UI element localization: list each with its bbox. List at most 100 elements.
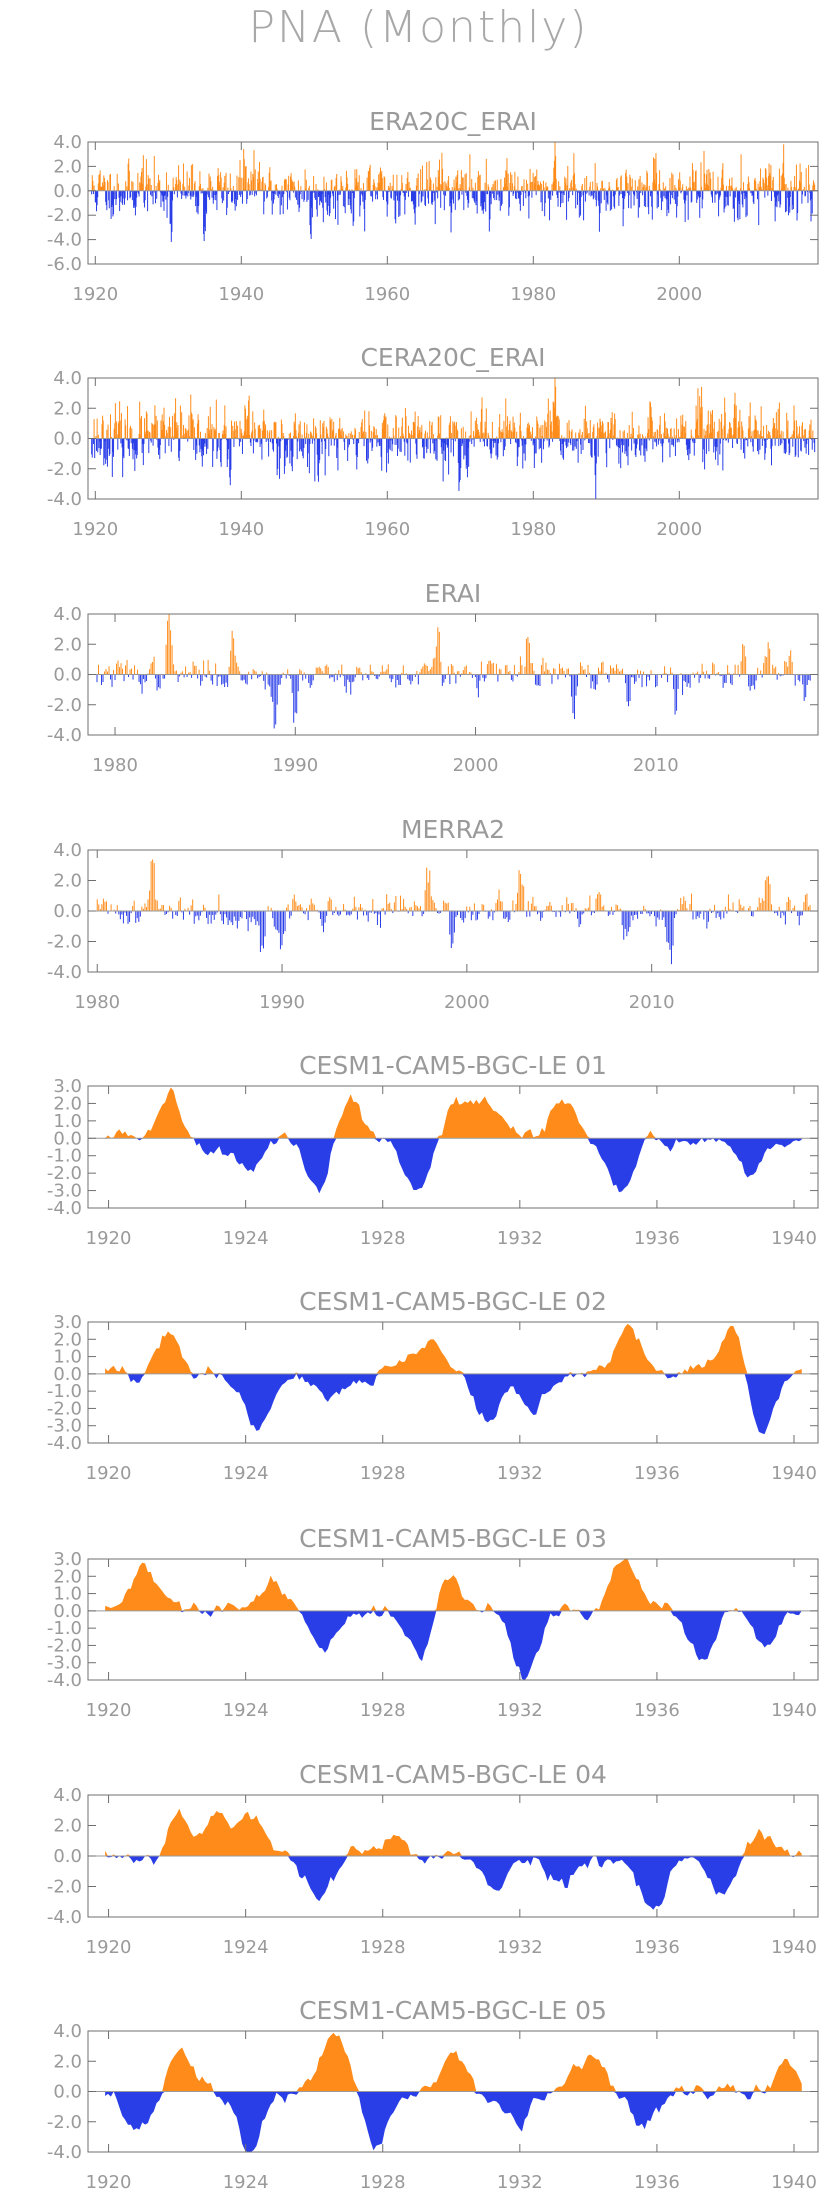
- x-tick-label: 1920: [86, 1700, 132, 1721]
- y-tick-label: 4.0: [53, 604, 82, 625]
- y-tick-label: -6.0: [47, 254, 82, 275]
- x-tick-label: 2000: [453, 755, 499, 776]
- x-tick-label: 2010: [629, 992, 675, 1013]
- x-tick-label: 1932: [497, 2172, 543, 2193]
- y-tick-label: -3.0: [47, 1416, 82, 1437]
- x-tick-label: 1980: [510, 284, 556, 305]
- x-tick-label: 1990: [259, 992, 305, 1013]
- x-tick-label: 2000: [656, 519, 702, 540]
- plot-frame: [87, 1558, 819, 1681]
- x-tick-label: 1936: [634, 2172, 680, 2193]
- y-tick-label: 2.0: [53, 1816, 82, 1837]
- x-tick-label: 1936: [634, 1937, 680, 1958]
- y-tick-label: 4.0: [53, 1785, 82, 1806]
- x-tick-label: 1936: [634, 1228, 680, 1249]
- y-tick-label: 2.0: [53, 1093, 82, 1114]
- x-tick-label: 1920: [86, 2172, 132, 2193]
- chart-panel-5: CESM1-CAM5-BGC-LE 01 3.02.01.00.0-1.0-2.0…: [47, 1051, 819, 1249]
- y-tick-label: -4.0: [47, 230, 82, 251]
- x-tick-label: 1924: [223, 1937, 269, 1958]
- y-tick-label: 0.0: [53, 1128, 82, 1149]
- chart-panel-6: CESM1-CAM5-BGC-LE 02 3.02.01.00.0-1.0-2.0…: [47, 1287, 819, 1484]
- x-tick-label: 1924: [223, 1228, 269, 1249]
- plot-frame: [87, 849, 819, 973]
- plot-frame: [87, 1794, 819, 1918]
- x-tick-label: 1920: [72, 519, 118, 540]
- x-tick-label: 1980: [74, 992, 120, 1013]
- positive-area: [105, 1559, 802, 1611]
- y-tick-label: -1.0: [47, 1381, 82, 1402]
- x-tick-label: 2010: [633, 755, 679, 776]
- y-tick-label: 0.0: [53, 665, 82, 686]
- x-tick-label: 1990: [272, 755, 318, 776]
- x-tick-label: 1940: [771, 1463, 817, 1484]
- chart-panel-8: CESM1-CAM5-BGC-LE 044.02.00.0-2.0-4.0192…: [47, 1760, 819, 1958]
- y-tick-label: 4.0: [53, 132, 82, 153]
- y-tick-label: 2.0: [53, 1329, 82, 1350]
- y-tick-label: 0.0: [53, 429, 82, 450]
- plot-frame: [87, 613, 819, 736]
- y-tick-label: -2.0: [47, 1163, 82, 1184]
- y-tick-label: -4.0: [47, 1907, 82, 1928]
- panel-title: ERA20C_ERAI: [369, 107, 537, 136]
- bar-series: [96, 614, 811, 729]
- x-tick-label: 1932: [497, 1937, 543, 1958]
- y-tick-label: -4.0: [47, 1198, 82, 1219]
- y-tick-label: 0.0: [53, 1364, 82, 1385]
- positive-area: [105, 2032, 802, 2092]
- y-tick-label: 1.0: [53, 1584, 82, 1605]
- area-series: [105, 1808, 802, 1910]
- y-tick-label: -1.0: [47, 1146, 82, 1167]
- panel-title: MERRA2: [401, 815, 505, 844]
- x-tick-label: 1920: [86, 1463, 132, 1484]
- x-tick-label: 2000: [444, 992, 490, 1013]
- x-tick-label: 1940: [771, 1937, 817, 1958]
- panel-title: CESM1-CAM5-BGC-LE 03: [299, 1524, 607, 1553]
- y-tick-label: 2.0: [53, 398, 82, 419]
- area-series: [105, 1323, 802, 1435]
- panel-title: CESM1-CAM5-BGC-LE 04: [299, 1760, 607, 1789]
- y-tick-label: 1.0: [53, 1111, 82, 1132]
- x-tick-label: 1928: [360, 1700, 406, 1721]
- chart-panel-9: CESM1-CAM5-BGC-LE 054.02.00.0-2.0-4.0192…: [47, 1996, 819, 2193]
- x-tick-label: 1960: [364, 519, 410, 540]
- x-tick-label: 1924: [223, 1700, 269, 1721]
- x-tick-label: 1928: [360, 1463, 406, 1484]
- y-tick-label: -2.0: [47, 1635, 82, 1656]
- y-tick-label: -4.0: [47, 489, 82, 510]
- area-series: [105, 1559, 802, 1680]
- y-tick-label: 4.0: [53, 840, 82, 861]
- x-tick-label: 1932: [497, 1700, 543, 1721]
- y-tick-label: 0.0: [53, 181, 82, 202]
- y-tick-label: -4.0: [47, 962, 82, 983]
- x-tick-label: 1920: [86, 1937, 132, 1958]
- y-tick-label: -4.0: [47, 1433, 82, 1454]
- y-tick-label: -2.0: [47, 1398, 82, 1419]
- y-tick-label: -2.0: [47, 2112, 82, 2133]
- area-series: [105, 2032, 802, 2152]
- y-tick-label: 0.0: [53, 1601, 82, 1622]
- y-tick-label: 1.0: [53, 1347, 82, 1368]
- y-tick-label: 3.0: [53, 1549, 82, 1570]
- y-tick-label: 0.0: [53, 1846, 82, 1867]
- negative-area: [105, 1610, 802, 1680]
- x-tick-label: 1924: [223, 2172, 269, 2193]
- negative-area: [105, 2091, 802, 2152]
- x-tick-label: 1980: [510, 519, 556, 540]
- panel-title: CERA20C_ERAI: [360, 343, 545, 372]
- chart-panel-1: ERA20C_ERAI 4.0 2.0 0.0 -2.0 -4.0 -6.0 1920 1940…: [47, 107, 819, 305]
- y-tick-label: 4.0: [53, 2021, 82, 2042]
- negative-area: [105, 1373, 802, 1435]
- x-tick-label: 1928: [360, 2172, 406, 2193]
- y-tick-label: -2.0: [47, 1877, 82, 1898]
- y-tick-label: -4.0: [47, 2142, 82, 2163]
- chart-panel-7: CESM1-CAM5-BGC-LE 03 3.02.01.00.0-1.0-2.0…: [47, 1524, 819, 1721]
- y-tick-label: 2.0: [53, 156, 82, 177]
- y-tick-label: -3.0: [47, 1181, 82, 1202]
- x-tick-label: 1928: [360, 1228, 406, 1249]
- x-tick-label: 1924: [223, 1463, 269, 1484]
- x-tick-label: 1940: [218, 284, 264, 305]
- x-tick-label: 1940: [218, 519, 264, 540]
- x-tick-label: 1980: [92, 755, 138, 776]
